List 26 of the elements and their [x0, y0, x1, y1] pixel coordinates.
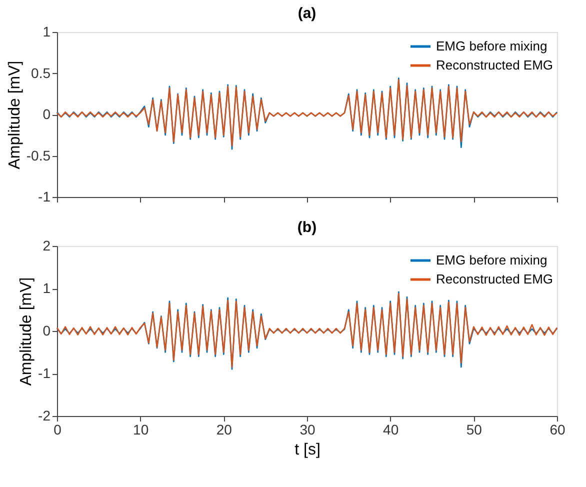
x-tick-label: 40 — [383, 422, 399, 438]
x-axis-title: t [s] — [294, 442, 320, 458]
legend-label: EMG before mixing — [436, 252, 548, 268]
y-axis-title: Amplitude [mV] — [6, 60, 24, 170]
y-tick-label: 1 — [42, 24, 51, 40]
y-tick-label: 0 — [42, 322, 51, 338]
y-tick-label: -1 — [38, 365, 51, 381]
x-tick-label: 10 — [133, 422, 149, 438]
x-tick-label: 20 — [216, 422, 232, 438]
legend-label: EMG before mixing — [436, 38, 548, 54]
y-tick-label: 2 — [42, 238, 51, 254]
y-tick-label: 0.5 — [31, 64, 51, 81]
x-tick-label: 60 — [550, 422, 566, 438]
x-tick-label: 30 — [300, 422, 316, 438]
x-tick-label: 50 — [466, 422, 482, 438]
y-axis-title: Amplitude [mV] — [18, 277, 36, 386]
chart-title: (b) — [297, 219, 317, 236]
chart-title: (a) — [298, 5, 316, 22]
legend-label: Reconstructed EMG — [436, 272, 554, 286]
y-tick-label: -2 — [38, 408, 51, 424]
y-tick-label: 0 — [42, 106, 51, 122]
y-tick-label: 1 — [42, 280, 51, 296]
y-tick-label: -1 — [38, 188, 51, 204]
x-tick-label: 0 — [54, 422, 62, 438]
legend-label: Reconstructed EMG — [436, 58, 554, 72]
y-tick-label: -0.5 — [26, 147, 51, 164]
